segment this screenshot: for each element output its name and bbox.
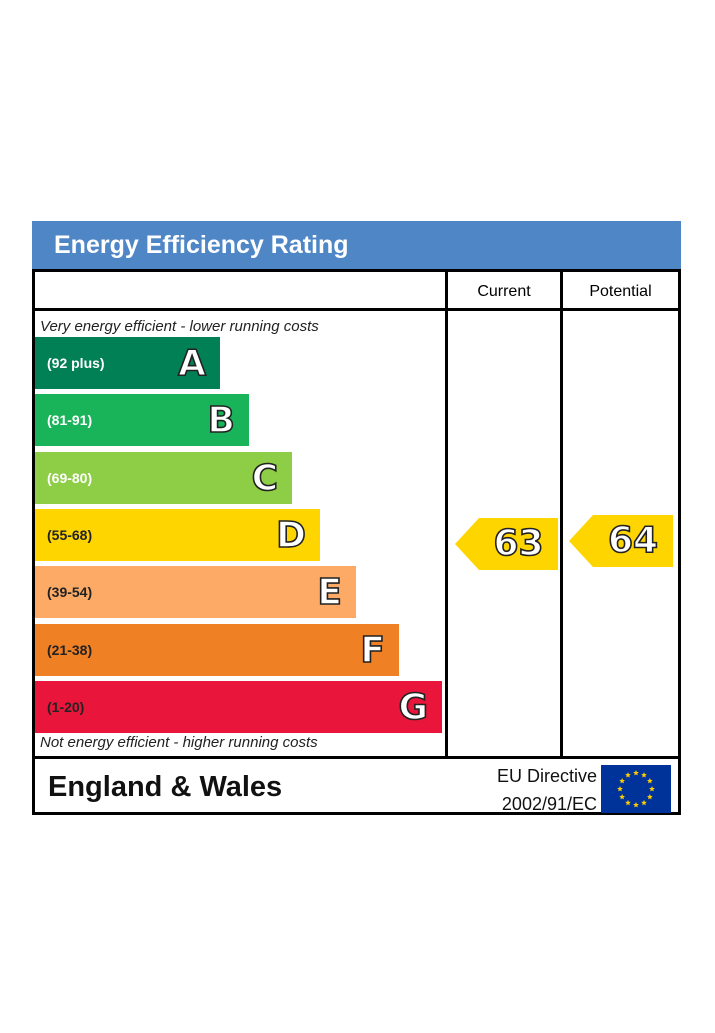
band-letter: G <box>398 686 429 729</box>
top-caption: Very energy efficient - lower running co… <box>40 318 319 335</box>
frame-top <box>32 269 681 272</box>
band-range-label: (1-20) <box>47 698 85 715</box>
potential-value: 64 <box>607 519 659 562</box>
band-range-label: (21-38) <box>47 641 93 658</box>
band-letter: B <box>207 399 236 442</box>
frame-right <box>678 269 681 815</box>
band-a: (92 plus) A <box>35 337 220 389</box>
band-e: (39-54) E <box>35 566 356 619</box>
bottom-caption: Not energy efficient - higher running co… <box>40 734 318 751</box>
region-label: England & Wales <box>48 771 283 803</box>
frame-bottom <box>32 812 681 815</box>
potential-column-header: Potential <box>589 283 652 300</box>
frame-left <box>32 269 35 815</box>
band-range-label: (69-80) <box>47 469 93 486</box>
flag-star <box>619 794 625 800</box>
eu-flag-icon <box>601 765 671 813</box>
flag-star <box>633 770 639 776</box>
title-bar: Energy Efficiency Rating <box>32 221 681 269</box>
current-column-header: Current <box>477 283 531 300</box>
band-range-label: (81-91) <box>47 412 93 429</box>
directive-line-1: EU Directive <box>496 766 597 786</box>
band-g: (1-20) G <box>35 680 442 733</box>
current-value: 63 <box>493 522 545 565</box>
flag-star <box>625 799 631 806</box>
flag-star <box>647 794 653 800</box>
band-letter: D <box>275 514 306 557</box>
band-c: (69-80) C <box>35 451 292 504</box>
flag-star <box>617 786 623 792</box>
flag-star <box>619 778 625 784</box>
flag-star <box>641 772 647 778</box>
flag-star <box>633 802 639 808</box>
header-divider <box>32 308 681 311</box>
band-letter: E <box>317 571 343 614</box>
band-letter: F <box>360 629 386 672</box>
band-f: (21-38) F <box>35 623 399 676</box>
band-range-label: (92 plus) <box>47 355 105 371</box>
band-b: (81-91) B <box>35 394 249 447</box>
directive-line-2: 2002/91/EC <box>501 794 597 814</box>
chart-title: Energy Efficiency Rating <box>54 231 349 259</box>
band-d: (55-68) D <box>35 508 320 561</box>
band-letter: C <box>251 457 279 500</box>
band-letter: A <box>177 342 206 385</box>
flag-star <box>649 786 655 792</box>
band-range-label: (55-68) <box>47 526 93 543</box>
flag-star <box>647 778 653 784</box>
footer-divider <box>32 756 681 759</box>
band-range-label: (39-54) <box>47 584 93 601</box>
current-column-divider <box>445 269 448 759</box>
potential-column-divider <box>560 269 563 759</box>
flag-star <box>625 772 631 778</box>
flag-star <box>641 799 647 806</box>
